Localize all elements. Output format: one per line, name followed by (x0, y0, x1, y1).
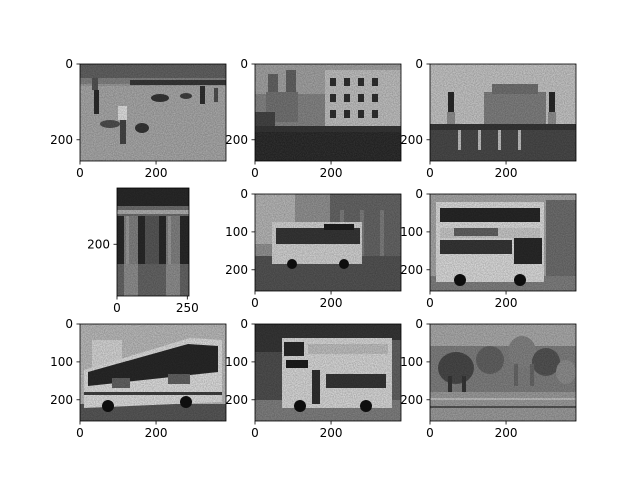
image-panel-city-bus (255, 194, 401, 291)
axes-7: 0 200 0 100 200 (50, 317, 227, 440)
y-tick-label: 100 (225, 225, 248, 239)
y-tick-label: 100 (50, 355, 73, 369)
x-tick-label: 0 (426, 296, 434, 310)
image-panel-double-decker (430, 194, 576, 291)
axes-frame (116, 187, 190, 297)
axes-3: 0 200 0 200 (400, 57, 577, 180)
x-tick-label: 0 (251, 426, 259, 440)
y-tick-label: 200 (225, 263, 248, 277)
x-tick-label: 200 (145, 166, 168, 180)
y-tick-label: 0 (415, 317, 423, 331)
y-tick-label: 200 (50, 133, 73, 147)
axes-frame (79, 323, 227, 422)
y-tick-label: 200 (87, 237, 110, 251)
x-tick-label: 200 (495, 296, 518, 310)
image-panel-open-top-bus (255, 324, 401, 421)
y-tick-label: 200 (400, 133, 423, 147)
y-tick-label: 0 (65, 317, 73, 331)
y-tick-label: 200 (225, 393, 248, 407)
axes-9: 0 200 0 100 200 (400, 317, 577, 440)
x-tick-label: 0 (251, 296, 259, 310)
axes-layer: 0 200 0 200 0 200 0 200 0 200 0 200 0 250 200 0 200 0 100 2… (50, 57, 577, 440)
y-tick-label: 200 (400, 263, 423, 277)
axes-5: 0 200 0 100 200 (225, 187, 402, 310)
y-tick-label: 200 (225, 133, 248, 147)
image-panel-columns (117, 188, 189, 296)
image-panel-elephants (430, 324, 576, 421)
y-tick-label: 0 (240, 57, 248, 71)
image-panel-fortress (430, 64, 576, 161)
axes-6: 0 200 0 100 200 (400, 187, 577, 310)
image-panel-beach (80, 64, 226, 161)
x-tick-label: 0 (251, 166, 259, 180)
x-tick-label: 200 (320, 296, 343, 310)
y-tick-label: 100 (400, 355, 423, 369)
axes-8: 0 200 0 100 200 (225, 317, 402, 440)
y-tick-label: 0 (415, 57, 423, 71)
x-tick-label: 0 (113, 301, 121, 315)
x-tick-label: 200 (145, 426, 168, 440)
y-tick-label: 100 (400, 225, 423, 239)
y-tick-label: 200 (50, 393, 73, 407)
x-tick-label: 0 (76, 166, 84, 180)
axes-frame (429, 193, 577, 292)
y-tick-label: 0 (65, 57, 73, 71)
x-tick-label: 200 (495, 166, 518, 180)
x-tick-label: 200 (320, 166, 343, 180)
image-panel-coach (80, 324, 226, 421)
axes-frame (79, 63, 227, 162)
y-tick-label: 0 (240, 187, 248, 201)
x-tick-label: 200 (495, 426, 518, 440)
axes-4: 0 250 200 (87, 187, 199, 315)
y-tick-label: 0 (240, 317, 248, 331)
x-tick-label: 0 (76, 426, 84, 440)
x-tick-label: 0 (426, 426, 434, 440)
x-tick-label: 0 (426, 166, 434, 180)
y-tick-label: 100 (225, 355, 248, 369)
y-tick-label: 200 (400, 393, 423, 407)
axes-frame (429, 63, 577, 162)
y-tick-label: 0 (415, 187, 423, 201)
axes-frame (254, 323, 402, 422)
axes-1: 0 200 0 200 (50, 57, 227, 180)
axes-frame (254, 193, 402, 292)
axes-frame (429, 323, 577, 422)
axes-2: 0 200 0 200 (225, 57, 402, 180)
x-tick-label: 200 (320, 426, 343, 440)
axes-frame (254, 63, 402, 162)
x-tick-label: 250 (176, 301, 199, 315)
image-panel-church (255, 64, 401, 161)
